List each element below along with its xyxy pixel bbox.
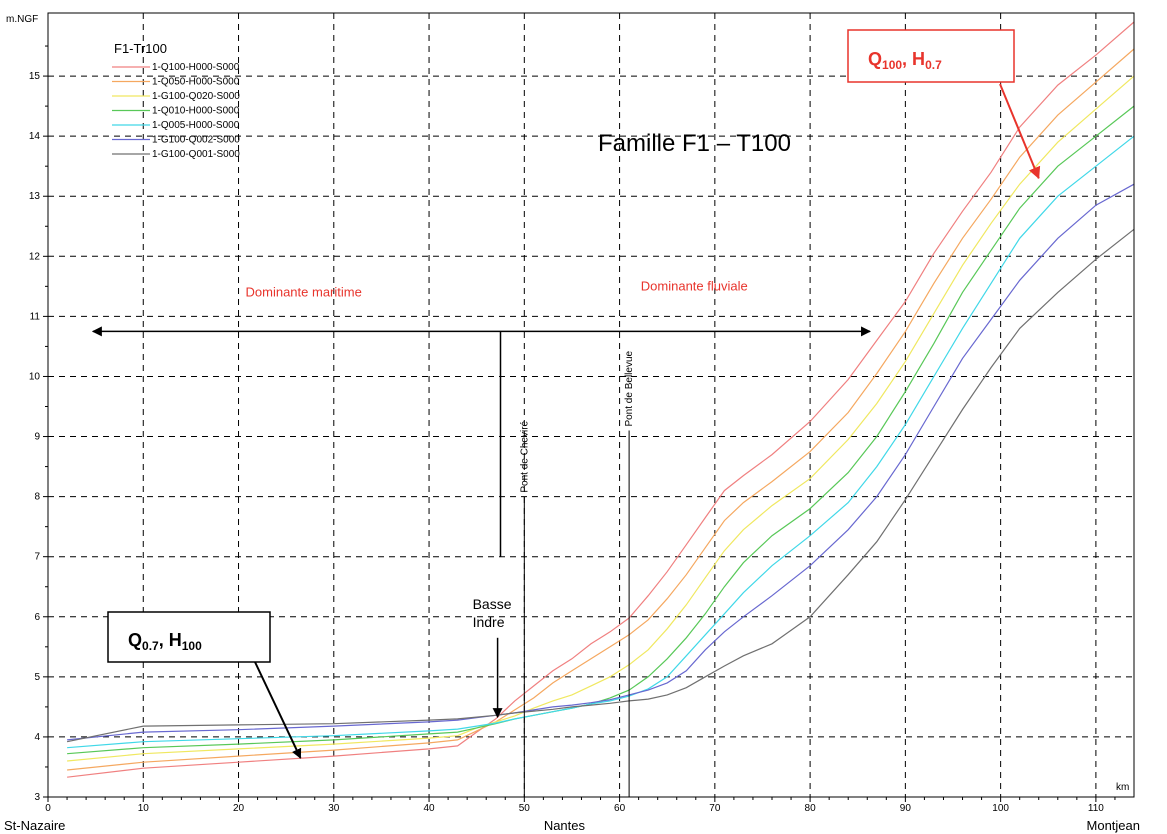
callout-main: , H xyxy=(902,49,925,69)
series-line xyxy=(67,48,1135,771)
location-label: St-Nazaire xyxy=(4,818,65,833)
zone-label: Dominante fluviale xyxy=(641,278,748,293)
series-line xyxy=(67,135,1135,749)
x-axis-ticks: 0 10 20 30 40 50 60 70 80 90 100 110 xyxy=(45,797,1116,814)
y-tick-label: 12 xyxy=(29,251,41,262)
series-line xyxy=(66,228,1135,743)
x-tick-label: 10 xyxy=(138,803,150,814)
series-line xyxy=(67,21,1135,778)
x-tick-label: 50 xyxy=(519,803,531,814)
series-line xyxy=(67,75,1135,762)
y-tick-label: 15 xyxy=(29,71,41,82)
y-tick-label: 11 xyxy=(30,311,41,322)
vertical-markers: Pont de Cheviré Pont de Bellevue xyxy=(519,350,635,797)
plot-frame xyxy=(47,12,1135,798)
callout-subscript: 0.7 xyxy=(142,639,159,653)
legend-entry: 1-Q050-H000-S000 xyxy=(152,77,240,88)
legend: F1-Tr100 1-Q100-H000-S000 1-Q050-H000-S00… xyxy=(112,41,240,160)
x-tick-label: 40 xyxy=(423,803,435,814)
x-tick-label: 20 xyxy=(233,803,245,814)
series-line xyxy=(67,183,1135,741)
vertical-marker-label: Pont de Cheviré xyxy=(519,420,530,492)
x-tick-label: 30 xyxy=(328,803,340,814)
basse-indre-label-line1: Basse xyxy=(473,596,512,612)
legend-entry: 1-Q100-H000-S000 xyxy=(152,62,240,73)
y-axis-label: m.NGF xyxy=(6,14,38,25)
series-line xyxy=(67,105,1135,755)
series-layer xyxy=(66,21,1135,778)
x-tick-label: 60 xyxy=(614,803,626,814)
x-tick-label: 70 xyxy=(709,803,721,814)
y-tick-label: 5 xyxy=(34,672,40,683)
callout-main: Q xyxy=(128,630,142,650)
callout-box xyxy=(107,611,271,663)
callouts: Q100, H0.7Q0.7, H100 xyxy=(107,29,1041,759)
callout-main: Q xyxy=(868,49,882,69)
y-tick-label: 6 xyxy=(34,612,40,623)
callout-text: Q100, H0.7 xyxy=(868,49,942,72)
location-label: Nantes xyxy=(544,818,586,833)
legend-entry: 1-G100-Q002-S000 xyxy=(152,135,240,146)
y-tick-label: 3 xyxy=(34,792,40,803)
legend-entry: 1-Q010-H000-S000 xyxy=(152,106,240,117)
x-tick-label: 100 xyxy=(992,803,1009,814)
x-tick-label: 80 xyxy=(805,803,817,814)
callout-text: Q0.7, H100 xyxy=(128,630,202,653)
x-tick-label: 0 xyxy=(45,803,51,814)
x-axis-label: km xyxy=(1116,782,1129,793)
y-tick-label: 14 xyxy=(29,131,41,142)
chart-title: Famille F1 – T100 xyxy=(598,130,791,157)
vertical-marker-label: Pont de Bellevue xyxy=(624,350,635,426)
basse-indre-label-line2: Indre xyxy=(473,614,505,630)
zone-annotations: Dominante maritime Dominante fluviale xyxy=(91,278,872,337)
grid xyxy=(48,13,1134,797)
y-tick-label: 8 xyxy=(34,492,40,503)
legend-entry: 1-Q005-H000-S000 xyxy=(152,120,240,131)
callout-arrow xyxy=(254,661,302,759)
y-tick-label: 9 xyxy=(34,432,40,443)
callout-subscript: 0.7 xyxy=(925,58,942,72)
callout-arrow xyxy=(999,83,1041,180)
location-label: Montjean xyxy=(1087,818,1140,833)
y-tick-label: 10 xyxy=(29,371,41,382)
x-tick-label: 90 xyxy=(900,803,912,814)
basse-indre-annotation: Basse Indre xyxy=(473,331,512,719)
callout-subscript: 100 xyxy=(182,639,202,653)
callout-box xyxy=(847,29,1015,83)
location-labels: St-Nazaire Nantes Montjean xyxy=(4,818,1140,833)
y-axis-ticks: 3 4 5 6 7 8 9 10 11 12 13 14 15 xyxy=(29,45,48,803)
legend-title: F1-Tr100 xyxy=(114,41,167,56)
y-tick-label: 7 xyxy=(34,552,40,563)
zone-label: Dominante maritime xyxy=(246,284,362,299)
legend-entry: 1-G100-Q001-S000 xyxy=(152,149,240,160)
y-tick-label: 4 xyxy=(34,732,40,743)
callout-main: , H xyxy=(159,630,182,650)
x-tick-label: 110 xyxy=(1088,803,1104,814)
callout-subscript: 100 xyxy=(882,58,902,72)
y-tick-label: 13 xyxy=(29,191,41,202)
legend-entry: 1-G100-Q020-S000 xyxy=(152,91,240,102)
